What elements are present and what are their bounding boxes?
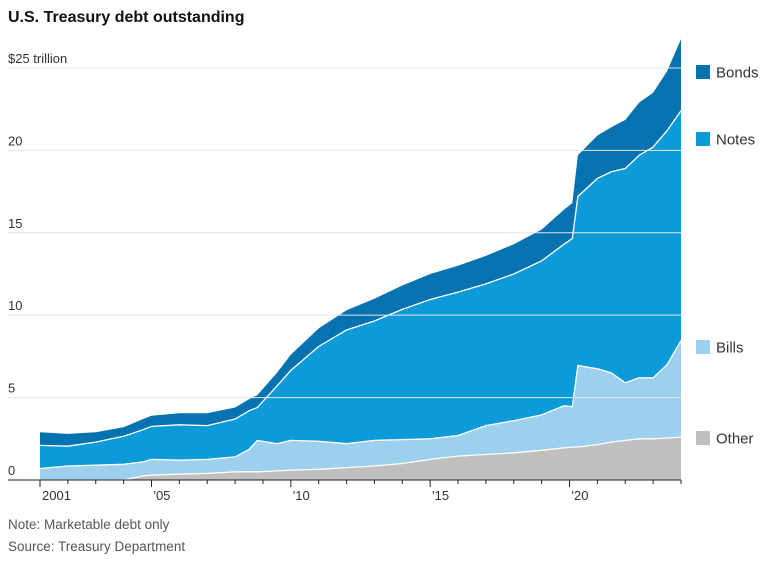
legend-swatch-other: [696, 431, 710, 445]
y-tick-label: 10: [8, 298, 22, 313]
x-tick-label: '15: [432, 488, 449, 503]
boundary-other: [40, 436, 682, 481]
area-bonds: [40, 39, 681, 447]
y-tick-label: 5: [8, 381, 15, 396]
legend-label-other: Other: [716, 431, 754, 448]
area-series: [40, 39, 681, 480]
grid-lines: [8, 67, 681, 399]
y-tick-label: $25 trillion: [8, 51, 67, 66]
source-text: Source: Treasury Department: [8, 539, 185, 554]
area-other: [40, 437, 681, 480]
note-text: Note: Marketable debt only: [8, 517, 170, 532]
legend-swatch-bonds: [696, 65, 710, 79]
x-tick-label: '05: [153, 488, 170, 503]
legend: Other Bills Notes Bonds: [696, 65, 759, 448]
area-notes: [40, 110, 681, 469]
y-tick-label: 15: [8, 216, 22, 231]
boundary-bills: [39, 340, 682, 470]
x-axis: 2001 '05 '10 '15 '20: [8, 479, 682, 503]
legend-label-bonds: Bonds: [716, 65, 759, 82]
legend-label-notes: Notes: [716, 132, 755, 149]
x-tick-label: '20: [572, 488, 589, 503]
legend-swatch-notes: [696, 132, 710, 146]
area-bills: [40, 340, 681, 480]
y-tick-label: 0: [8, 463, 15, 478]
legend-swatch-bills: [696, 340, 710, 354]
x-tick-label: '10: [293, 488, 310, 503]
y-tick-label: 20: [8, 133, 22, 148]
legend-label-bills: Bills: [716, 340, 744, 357]
x-tick-label: 2001: [42, 488, 71, 503]
y-axis-ticks: 0 5 10 15 20 $25 trillion: [8, 51, 67, 478]
chart-title: U.S. Treasury debt outstanding: [8, 9, 244, 26]
